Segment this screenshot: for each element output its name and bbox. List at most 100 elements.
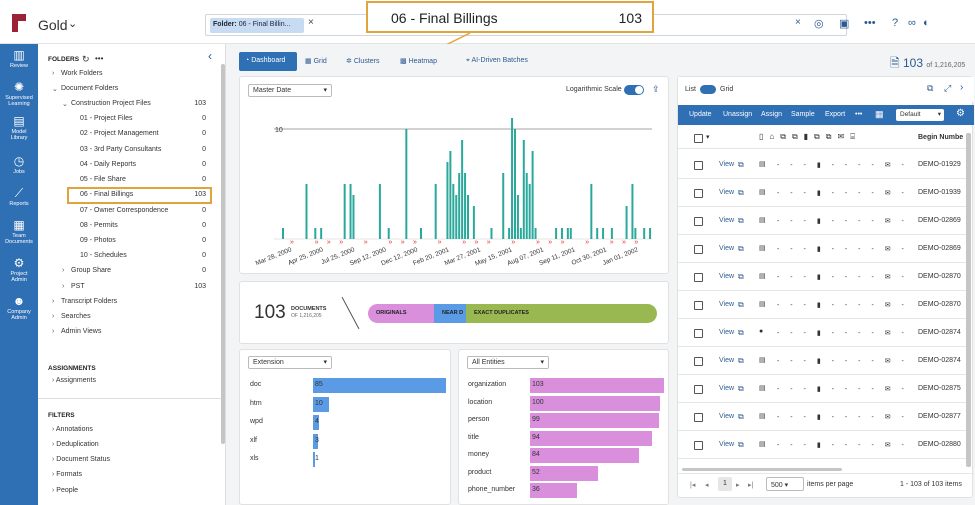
- open-external-icon[interactable]: ⧉: [738, 160, 744, 169]
- nav-team-documents[interactable]: ▦ Team Documents: [0, 219, 38, 245]
- timeline-bar[interactable]: [320, 228, 323, 239]
- nav-supervised-learning[interactable]: ✺ Supervised Learning: [0, 81, 38, 107]
- entities-bar[interactable]: [530, 483, 577, 498]
- timeline-bar[interactable]: [387, 228, 390, 239]
- more-icon[interactable]: •••: [855, 111, 863, 118]
- timeline-bar[interactable]: [555, 228, 558, 239]
- chevron-down-icon[interactable]: ⌄: [52, 86, 58, 93]
- segment-exact-duplicates[interactable]: EXACT DUPLICATES: [466, 304, 657, 323]
- timeline-bar[interactable]: [569, 228, 572, 239]
- timeline-bar[interactable]: [516, 195, 519, 239]
- row-checkbox[interactable]: [694, 413, 703, 422]
- timeline-bar[interactable]: [525, 173, 528, 239]
- row-checkbox[interactable]: [694, 357, 703, 366]
- timeline-bar[interactable]: [502, 173, 505, 239]
- table-row[interactable]: View ⧉ ▤ - - - ▮ - - - - ✉ - DEMO-01929: [678, 151, 966, 179]
- column-icons[interactable]: ▯⌂⧉⧉▮⧉⧉✉⌸: [759, 132, 861, 141]
- timeline-bar[interactable]: [528, 184, 531, 239]
- first-page-icon[interactable]: |◂: [690, 482, 696, 489]
- date-field-select[interactable]: Master Date ▾: [248, 84, 332, 97]
- timeline-bar[interactable]: [522, 140, 525, 239]
- view-link[interactable]: View: [719, 413, 735, 420]
- extension-bar[interactable]: [313, 396, 329, 412]
- folder-item[interactable]: 02 - Project Management 0: [72, 130, 212, 142]
- timeline-bar[interactable]: [634, 228, 637, 239]
- timeline-bar[interactable]: [349, 184, 352, 239]
- nav-jobs[interactable]: ◷ Jobs: [0, 155, 38, 175]
- theme-icon[interactable]: ◐: [923, 17, 930, 29]
- timeline-bar[interactable]: [420, 228, 423, 239]
- timeline-bar[interactable]: [458, 173, 461, 239]
- timeline-bar[interactable]: [455, 195, 458, 239]
- row-checkbox[interactable]: [694, 161, 703, 170]
- folder-item[interactable]: 07 - Owner Correspondence 0: [72, 207, 212, 219]
- row-checkbox[interactable]: [694, 385, 703, 394]
- nav-project-admin[interactable]: ⚙ Project Admin: [0, 257, 38, 283]
- chevron-right-icon[interactable]: ›: [52, 328, 55, 335]
- open-external-icon[interactable]: ⧉: [738, 272, 744, 281]
- entities-bar[interactable]: [530, 448, 640, 463]
- timeline-bar[interactable]: [631, 184, 634, 239]
- export-button[interactable]: Export: [825, 111, 846, 118]
- grid-horizontal-scrollbar[interactable]: [682, 468, 842, 471]
- filter-item[interactable]: › Document Status: [52, 456, 110, 463]
- more-icon[interactable]: •••: [95, 54, 104, 63]
- folder-item[interactable]: › PST 103: [62, 283, 212, 295]
- chevron-right-icon[interactable]: ›: [62, 283, 65, 290]
- columns-icon[interactable]: ▦: [875, 109, 884, 119]
- tab-grid[interactable]: ▦ Grid: [305, 58, 327, 65]
- timeline-bar[interactable]: [305, 184, 308, 239]
- view-link[interactable]: View: [719, 245, 735, 252]
- table-row[interactable]: View ⧉ ▤ - - - ▮ - - - - ✉ - DEMO-02870: [678, 291, 966, 319]
- folder-item[interactable]: 05 - File Share 0: [72, 176, 212, 188]
- tab-ai-driven-batches[interactable]: ⌖ AI-Driven Batches: [466, 57, 528, 64]
- close-icon[interactable]: ×: [308, 17, 314, 28]
- view-link[interactable]: View: [719, 441, 735, 448]
- row-checkbox[interactable]: [694, 301, 703, 310]
- timeline-bar[interactable]: [472, 206, 475, 239]
- timeline-bar[interactable]: [446, 162, 449, 239]
- extension-bar[interactable]: [313, 378, 446, 393]
- timeline-bar[interactable]: [508, 228, 511, 239]
- folder-item[interactable]: › Searches: [52, 313, 212, 325]
- open-external-icon[interactable]: ⧉: [927, 83, 934, 93]
- timeline-bar[interactable]: [490, 228, 493, 239]
- folder-item[interactable]: › Admin Views: [52, 328, 212, 340]
- view-link[interactable]: View: [719, 161, 735, 168]
- page-size-select[interactable]: 500 ▾: [766, 477, 804, 491]
- log-scale-toggle[interactable]: [624, 85, 644, 95]
- timeline-bar[interactable]: [534, 228, 537, 239]
- view-link[interactable]: View: [719, 357, 735, 364]
- last-page-icon[interactable]: ▸|: [748, 482, 754, 489]
- entities-bar[interactable]: [530, 413, 659, 428]
- folder-item[interactable]: 01 - Project Files 0: [72, 115, 212, 127]
- open-external-icon[interactable]: ⧉: [738, 244, 744, 253]
- table-row[interactable]: View ⧉ ▤ - - - ▮ - - - - ✉ - DEMO-02874: [678, 347, 966, 375]
- view-link[interactable]: View: [719, 329, 735, 336]
- timeline-bar[interactable]: [464, 173, 467, 239]
- folder-item[interactable]: › Transcript Folders: [52, 298, 212, 310]
- update-button[interactable]: Update: [689, 111, 712, 118]
- timeline-bar[interactable]: [602, 228, 605, 239]
- chevron-down-icon[interactable]: ▾: [706, 134, 710, 141]
- tab-heatmap[interactable]: ▩ Heatmap: [400, 58, 437, 65]
- table-row[interactable]: View ⧉ ● - - - ▮ - - - - ✉ - DEMO-02874: [678, 319, 966, 347]
- timeline-bar[interactable]: [649, 228, 652, 239]
- prev-page-icon[interactable]: ◂: [705, 482, 709, 489]
- timeline-bar[interactable]: [378, 184, 381, 239]
- timeline-bar[interactable]: [467, 195, 469, 239]
- table-row[interactable]: View ⧉ ▤ - - - ▮ - - - - ✉ - DEMO-02880: [678, 431, 966, 459]
- table-row[interactable]: View ⧉ ▤ - - - ▮ - - - - ✉ - DEMO-02869: [678, 207, 966, 235]
- timeline-bar[interactable]: [625, 206, 628, 239]
- segment-near-duplicates[interactable]: NEAR D: [434, 304, 466, 323]
- chevron-down-icon[interactable]: ⌄: [68, 18, 78, 30]
- open-external-icon[interactable]: ⧉: [738, 328, 744, 337]
- open-external-icon[interactable]: ⧉: [738, 384, 744, 393]
- folder-item[interactable]: ⌄ Document Folders: [52, 85, 212, 97]
- target-icon[interactable]: ◎: [814, 18, 824, 30]
- open-external-icon[interactable]: ⧉: [738, 216, 744, 225]
- extension-bar[interactable]: [313, 452, 315, 467]
- view-link[interactable]: View: [719, 385, 735, 392]
- chevron-right-icon[interactable]: ›: [52, 70, 55, 77]
- table-row[interactable]: View ⧉ ▤ - - - ▮ - - - - ✉ - DEMO-02877: [678, 403, 966, 431]
